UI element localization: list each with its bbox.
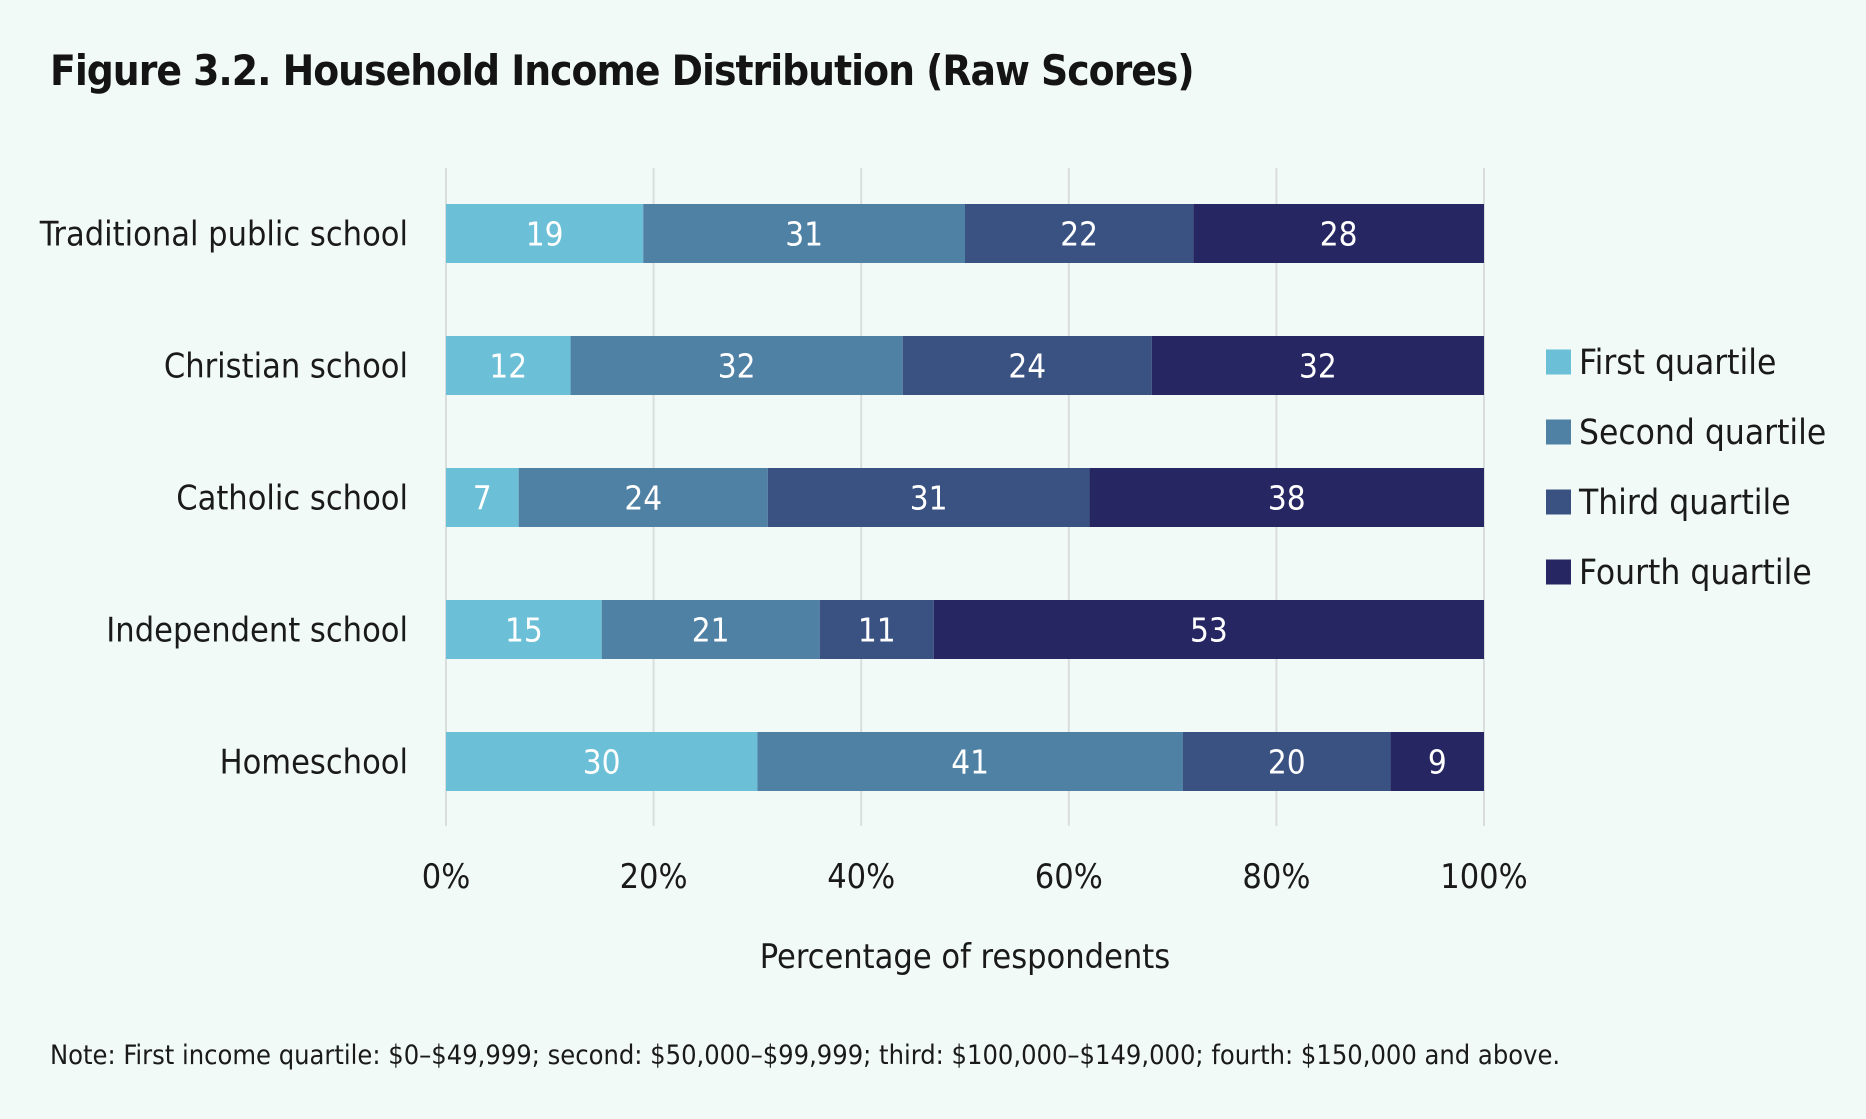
bar-segment <box>446 600 602 659</box>
x-tick-label: 60% <box>1035 857 1103 897</box>
bar-segment <box>446 732 758 791</box>
legend-swatch <box>1546 349 1571 375</box>
category-label: Homeschool <box>220 743 408 783</box>
legend-item: Second quartile <box>1546 413 1826 453</box>
data-label: 53 <box>1190 611 1228 650</box>
legend-swatch <box>1546 419 1571 445</box>
bar-row: 30 41 20 9 <box>446 732 1484 791</box>
x-tick-label: 80% <box>1242 857 1310 897</box>
bar-segment <box>446 468 519 527</box>
category-label: Catholic school <box>176 479 408 519</box>
bar-segment <box>643 204 965 263</box>
x-tick-label: 40% <box>827 857 895 897</box>
bar-segment <box>1390 732 1484 791</box>
bar-segment <box>1151 336 1484 395</box>
category-label: Christian school <box>164 347 408 387</box>
data-label: 24 <box>1008 347 1046 386</box>
legend-label: Third quartile <box>1578 483 1791 523</box>
data-label: 31 <box>785 215 823 254</box>
data-label: 22 <box>1060 215 1098 254</box>
legend-label: Fourth quartile <box>1579 553 1812 593</box>
bar-segment <box>965 204 1194 263</box>
bars: 19 31 22 28 12 32 24 32 7 24 31 38 15 21 11 53 30 41 20 9 <box>446 204 1484 791</box>
legend-swatch <box>1546 559 1571 585</box>
bar-segment <box>933 600 1484 659</box>
category-label: Traditional public school <box>39 215 408 255</box>
category-label: Independent school <box>106 611 408 651</box>
bar-row: 12 32 24 32 <box>446 336 1484 395</box>
bar-segment <box>757 732 1183 791</box>
x-tick-label: 100% <box>1440 857 1527 897</box>
data-label: 19 <box>526 215 564 254</box>
data-label: 20 <box>1268 743 1306 782</box>
data-label: 32 <box>1299 347 1337 386</box>
bar-segment <box>601 600 820 659</box>
bar-segment <box>902 336 1152 395</box>
data-label: 12 <box>489 347 527 386</box>
bar-segment <box>518 468 768 527</box>
data-label: 9 <box>1428 743 1447 782</box>
x-tick-label: 0% <box>422 857 471 897</box>
data-label: 30 <box>583 743 621 782</box>
bar-row: 7 24 31 38 <box>446 468 1484 527</box>
data-label: 7 <box>473 479 492 518</box>
chart-note: Note: First income quartile: $0–$49,999;… <box>50 1040 1561 1071</box>
bar-segment <box>570 336 903 395</box>
data-label: 41 <box>951 743 989 782</box>
x-tick-labels: 0% 20% 40% 60% 80% 100% <box>422 857 1528 897</box>
data-label: 15 <box>505 611 543 650</box>
bar-segment <box>1182 732 1391 791</box>
x-tick-label: 20% <box>620 857 688 897</box>
x-axis-title: Percentage of respondents <box>760 937 1170 977</box>
data-label: 11 <box>858 611 896 650</box>
legend-label: Second quartile <box>1579 413 1826 453</box>
legend: First quartile Second quartile Third quart… <box>1546 343 1826 593</box>
bar-row: 19 31 22 28 <box>446 204 1484 263</box>
bar-row: 15 21 11 53 <box>446 600 1484 659</box>
legend-swatch <box>1546 489 1571 515</box>
legend-item: Fourth quartile <box>1546 553 1812 593</box>
bar-segment <box>767 468 1090 527</box>
data-label: 28 <box>1320 215 1358 254</box>
bar-segment <box>446 336 571 395</box>
bar-segment <box>446 204 644 263</box>
legend-label: First quartile <box>1579 343 1776 383</box>
legend-item: Third quartile <box>1546 483 1791 523</box>
bar-segment <box>819 600 934 659</box>
bar-segment <box>1193 204 1484 263</box>
chart-title: Figure 3.2. Household Income Distributio… <box>50 46 1195 95</box>
category-labels: Traditional public school Christian schoo… <box>39 215 408 783</box>
legend-item: First quartile <box>1546 343 1776 383</box>
data-label: 21 <box>692 611 730 650</box>
data-label: 38 <box>1268 479 1306 518</box>
data-label: 32 <box>718 347 756 386</box>
data-label: 24 <box>624 479 662 518</box>
data-label: 31 <box>910 479 948 518</box>
bar-segment <box>1089 468 1484 527</box>
